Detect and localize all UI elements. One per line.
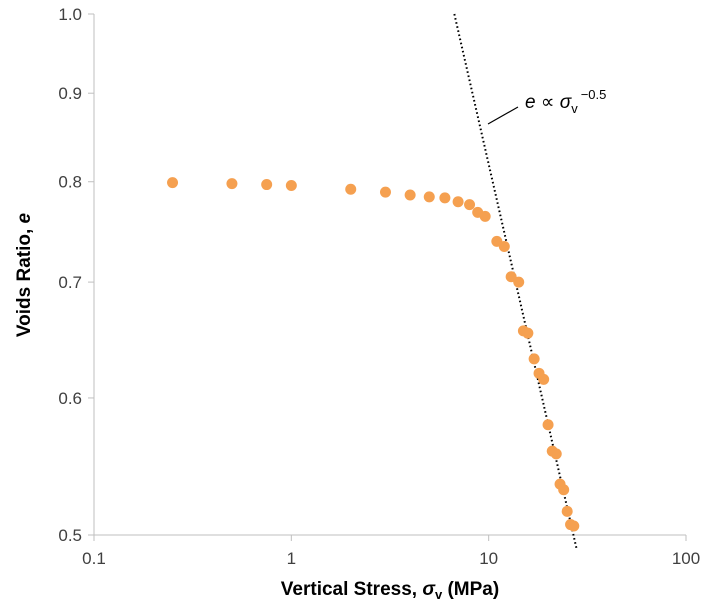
data-points bbox=[167, 177, 580, 532]
data-point bbox=[528, 353, 540, 365]
data-point bbox=[568, 520, 580, 532]
data-point bbox=[464, 199, 476, 211]
eq-lhs: e bbox=[525, 92, 536, 113]
data-point bbox=[404, 189, 416, 201]
y-tick-label: 1.0 bbox=[58, 5, 82, 24]
fit-equation-label: e ∝ σv−0.5 bbox=[525, 87, 606, 116]
y-axis-title-symbol: e bbox=[14, 212, 35, 223]
data-point bbox=[479, 210, 491, 222]
y-tick-labels: 0.5 0.6 0.7 0.8 0.9 1.0 bbox=[58, 5, 94, 545]
x-axis-title-unit: (MPa) bbox=[442, 579, 499, 600]
x-tick-label: 100 bbox=[672, 549, 700, 568]
y-tick-label: 0.6 bbox=[58, 389, 82, 408]
x-axis-title: Vertical Stress, σv (MPa) bbox=[281, 579, 499, 602]
eq-exponent: −0.5 bbox=[581, 87, 607, 102]
data-point bbox=[452, 196, 464, 208]
data-point bbox=[558, 484, 570, 496]
fit-line bbox=[453, 13, 578, 551]
annotation-leader-line bbox=[487, 106, 519, 125]
y-tick-label: 0.7 bbox=[58, 273, 82, 292]
y-tick-label: 0.5 bbox=[58, 526, 82, 545]
data-point bbox=[513, 276, 525, 288]
x-axis-title-main: Vertical Stress, bbox=[281, 579, 423, 600]
eq-symbol: σ bbox=[560, 92, 573, 113]
x-axis-title-symbol: σ bbox=[422, 579, 436, 600]
data-point bbox=[285, 179, 297, 191]
data-point bbox=[423, 191, 435, 203]
x-tick-label: 1 bbox=[287, 549, 296, 568]
x-tick-label: 10 bbox=[479, 549, 498, 568]
data-point bbox=[345, 183, 357, 195]
data-point bbox=[167, 177, 179, 189]
data-point bbox=[498, 240, 510, 252]
x-axis-title-subscript: v bbox=[435, 587, 443, 602]
y-tick-label: 0.9 bbox=[58, 84, 82, 103]
y-axis-title-main: Voids Ratio, bbox=[14, 223, 35, 337]
data-point bbox=[550, 448, 562, 460]
x-tick-labels: 0.1 1 10 100 bbox=[82, 535, 700, 568]
data-point bbox=[522, 327, 534, 339]
eq-rel: ∝ bbox=[536, 92, 560, 113]
y-axis-title: Voids Ratio, e bbox=[14, 212, 35, 337]
data-point bbox=[542, 419, 554, 431]
eq-subscript: v bbox=[571, 101, 578, 116]
data-point bbox=[538, 373, 550, 385]
data-point bbox=[439, 192, 451, 204]
data-point bbox=[379, 186, 391, 198]
data-point bbox=[261, 179, 273, 191]
y-tick-label: 0.8 bbox=[58, 173, 82, 192]
x-tick-label: 0.1 bbox=[82, 549, 106, 568]
data-point bbox=[226, 178, 238, 190]
data-point bbox=[561, 505, 573, 517]
